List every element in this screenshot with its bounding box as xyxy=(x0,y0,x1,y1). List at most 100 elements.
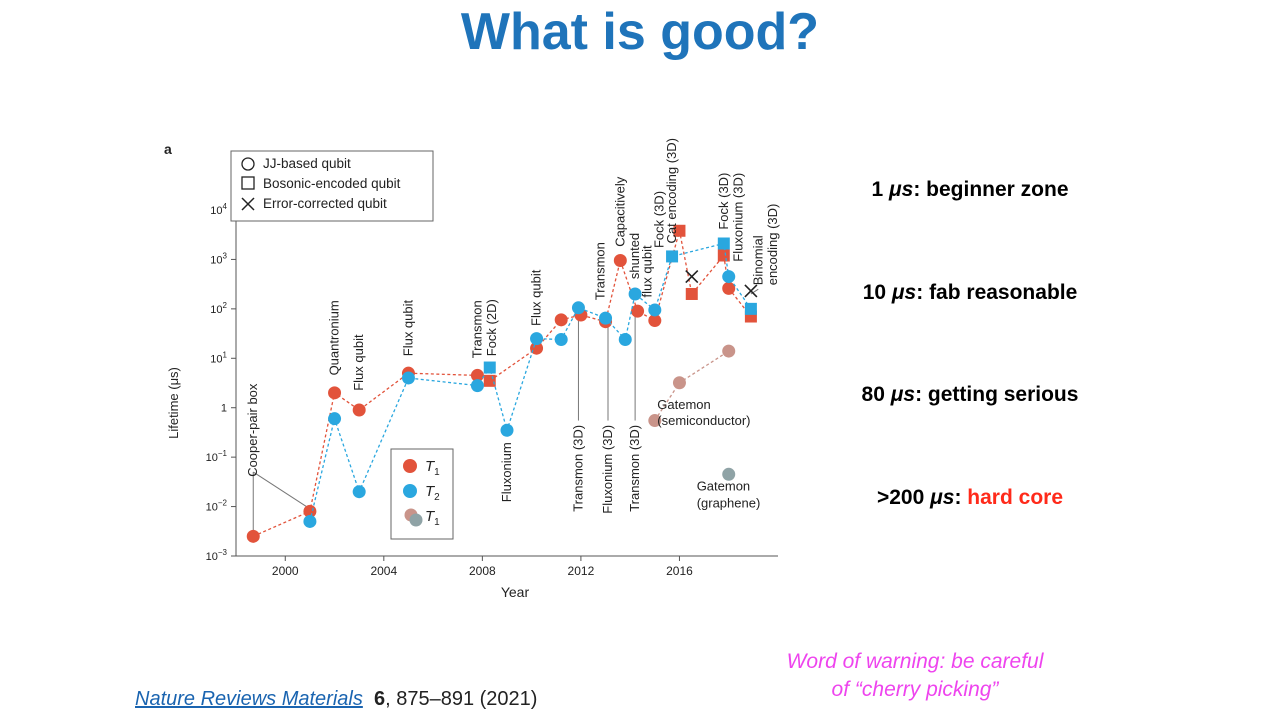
data-point-square xyxy=(717,237,730,250)
data-point xyxy=(328,412,342,426)
shape-legend-label: Error-corrected qubit xyxy=(263,196,387,211)
citation-journal-link[interactable]: Nature Reviews Materials xyxy=(135,688,363,710)
data-point xyxy=(530,341,544,355)
cherry-picking-warning: Word of warning: be careful of “cherry p… xyxy=(740,648,1090,704)
point-annotation: Fock (3D) xyxy=(652,191,667,248)
data-point xyxy=(628,287,642,301)
point-annotation: Cooper-pair box xyxy=(245,383,260,477)
data-point xyxy=(328,386,342,400)
legend-marker xyxy=(403,459,417,473)
series-legend-frame xyxy=(390,448,454,540)
data-point-square xyxy=(666,250,679,263)
y-tick-label: 104 xyxy=(210,202,227,217)
data-point xyxy=(599,311,613,325)
point-annotation: Binomial xyxy=(750,235,765,285)
point-annotation: Quantronium xyxy=(327,300,342,375)
annotation-leader xyxy=(252,471,311,510)
series-gatemon-2 xyxy=(648,344,736,428)
x-tick-label: 2012 xyxy=(568,564,595,578)
data-point xyxy=(352,485,366,499)
note-fab: 10 μs: fab reasonable xyxy=(820,281,1120,305)
point-annotation: flux qubit xyxy=(639,245,654,297)
data-point xyxy=(722,270,736,284)
data-point xyxy=(246,529,260,543)
data-point xyxy=(571,301,585,315)
citation-volume: 6 xyxy=(373,688,386,710)
point-annotation: Fock (2D) xyxy=(484,299,499,356)
data-point xyxy=(352,403,366,417)
point-annotation: (semiconductor) xyxy=(657,413,750,428)
lifetime-chart-figure: 10−3 10−2 10−1 1 101 102 103 104 2000 2004 2008 201… xyxy=(152,128,802,606)
note-text: beginner zone xyxy=(926,178,1069,201)
y-axis-title: Lifetime (μs) xyxy=(166,367,181,439)
data-point xyxy=(722,344,736,358)
note-sep: : xyxy=(916,281,930,304)
note-sep: : xyxy=(954,486,968,509)
x-tick-label: 2000 xyxy=(272,564,299,578)
point-annotation: Capacitively xyxy=(612,176,627,247)
series-legend: T1 T2 T1 xyxy=(390,448,454,540)
note-text: getting serious xyxy=(927,383,1079,406)
x-tick-label: 2016 xyxy=(666,564,693,578)
warning-line-2: of “cherry picking” xyxy=(831,678,999,701)
data-point-square xyxy=(717,249,730,262)
note-unit: μs xyxy=(890,383,916,406)
panel-label: a xyxy=(164,141,172,157)
note-text: fab reasonable xyxy=(929,281,1078,304)
point-annotation: Fock (3D) xyxy=(716,173,731,230)
x-tick-label: 2008 xyxy=(469,564,496,578)
data-point xyxy=(613,254,627,268)
point-annotation: Flux qubit xyxy=(529,269,544,326)
data-point xyxy=(554,332,568,346)
point-annotation: (graphene) xyxy=(697,496,761,511)
note-serious: 80 μs: getting serious xyxy=(820,383,1120,407)
point-annotation: encoding (3D) xyxy=(765,204,780,286)
citation: Nature Reviews Materials 6, 875–891 (202… xyxy=(135,688,537,711)
data-point-square xyxy=(483,361,496,374)
data-point xyxy=(401,371,415,385)
data-point xyxy=(672,376,686,390)
note-unit: μs xyxy=(888,178,914,201)
point-annotation: Fluxonium (3D) xyxy=(731,173,746,262)
note-value: 10 xyxy=(862,281,892,304)
circle-marker-icon xyxy=(241,157,255,171)
data-point xyxy=(648,414,662,428)
data-point xyxy=(500,423,514,437)
data-point-square xyxy=(744,302,757,315)
series-line xyxy=(309,242,752,522)
data-point-square xyxy=(483,374,496,387)
series-legend-label: T2 xyxy=(425,483,440,503)
point-annotation: Transmon (3D) xyxy=(627,425,642,512)
data-point xyxy=(554,313,568,327)
series-legend-label: T1 xyxy=(425,458,440,478)
data-point xyxy=(631,304,645,318)
note-text-highlight: hard core xyxy=(967,486,1063,509)
point-annotation: Gatemon xyxy=(697,479,750,494)
point-annotation: Gatemon xyxy=(657,397,710,412)
x-axis-title: Year xyxy=(501,584,530,600)
point-annotation: Transmon xyxy=(593,242,608,300)
y-tick-label: 103 xyxy=(210,251,227,266)
note-hardcore: >200 μs: hard core xyxy=(820,486,1120,510)
y-tick-label: 10−3 xyxy=(206,548,228,563)
point-annotation: Fluxonium (3D) xyxy=(600,425,615,514)
note-value: 1 xyxy=(871,178,889,201)
square-marker-icon xyxy=(241,176,255,190)
warning-line-1: Word of warning: be careful xyxy=(786,650,1044,673)
y-tick-label: 102 xyxy=(210,301,227,316)
point-annotation: Flux qubit xyxy=(351,334,366,391)
error-corrected-marker xyxy=(744,284,758,298)
legend-marker xyxy=(403,484,417,498)
series-t2 xyxy=(303,237,757,528)
note-sep: : xyxy=(915,383,928,406)
series-gatemon-3 xyxy=(722,467,736,481)
point-annotation: Transmon (3D) xyxy=(570,425,585,512)
x-marker-icon xyxy=(241,197,255,211)
x-tick-label: 2004 xyxy=(370,564,397,578)
data-point xyxy=(530,332,544,346)
data-point-square xyxy=(673,224,686,237)
note-unit: μs xyxy=(930,486,955,509)
note-unit: μs xyxy=(891,281,917,304)
point-annotation: Flux qubit xyxy=(400,299,415,356)
series-legend-label: T1 xyxy=(425,508,440,528)
